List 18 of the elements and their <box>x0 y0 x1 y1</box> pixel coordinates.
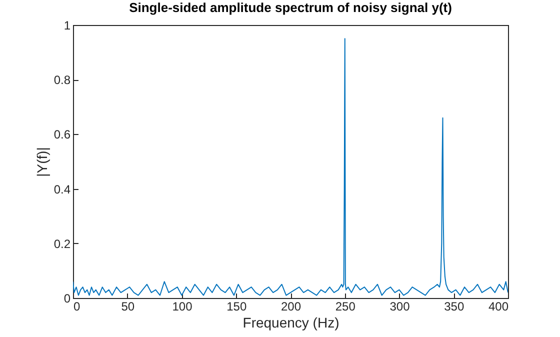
line-series <box>73 38 508 296</box>
x-tick-label: 200 <box>280 300 302 314</box>
x-tick-label: 150 <box>226 300 247 314</box>
x-tick-label: 250 <box>335 300 356 314</box>
x-tick-label: 350 <box>444 300 464 314</box>
x-tick-label: 100 <box>172 300 193 314</box>
chart-title: Single-sided amplitude spectrum of noisy signal y(t) <box>129 0 452 15</box>
x-axis-title: Frequency (Hz) <box>242 314 340 330</box>
y-tick-label: 0.6 <box>54 128 71 142</box>
x-tick-label: 300 <box>390 300 410 314</box>
x-tick-label: 400 <box>488 300 509 314</box>
y-tick-label: 0.4 <box>54 182 71 196</box>
x-tick-label: 50 <box>121 300 135 314</box>
y-tick-label: 1 <box>64 18 71 32</box>
y-axis-title: |Y(f)| <box>34 147 50 177</box>
y-tick-label: 0.8 <box>54 73 71 88</box>
y-tick-label: 0.2 <box>54 236 71 251</box>
x-tick-label: 0 <box>74 300 80 314</box>
